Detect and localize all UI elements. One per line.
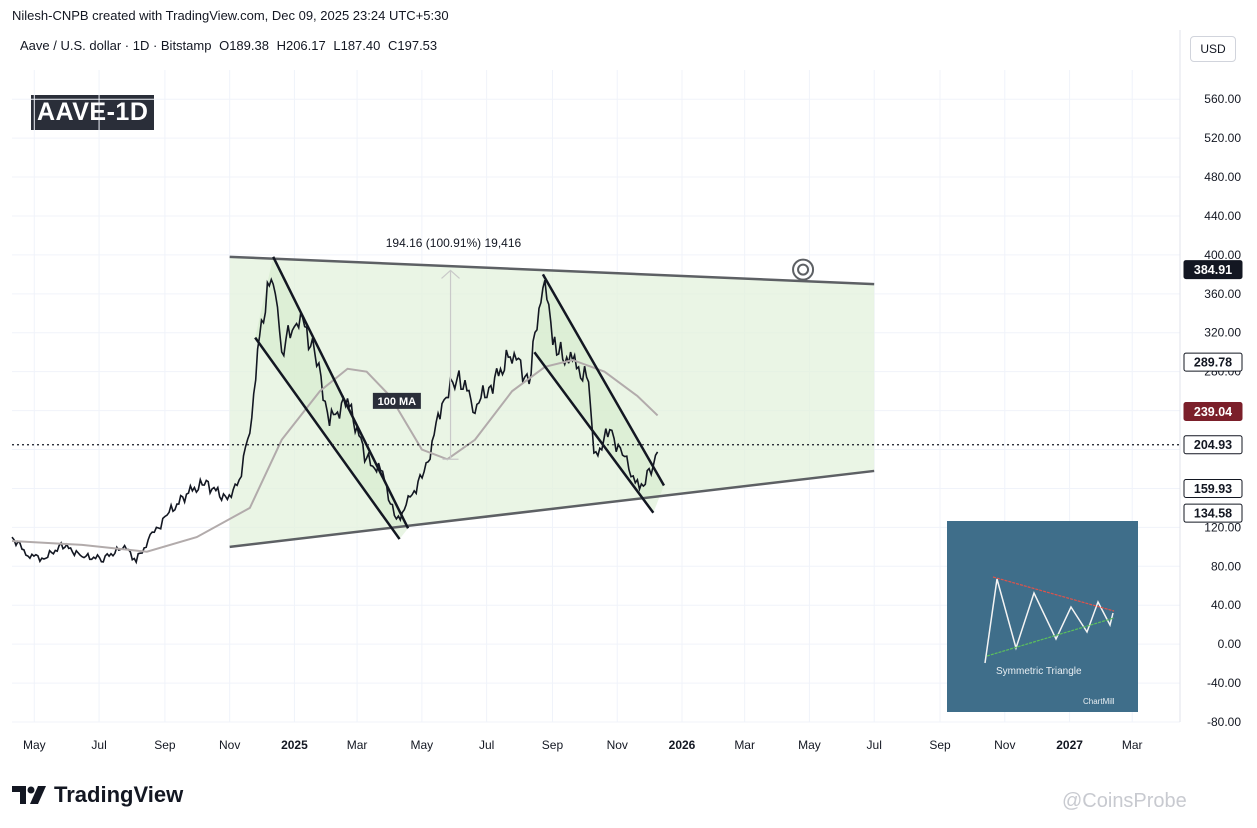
price-label-box [1183,260,1243,280]
y-tick-label: 320.00 [1204,326,1241,340]
trendline-upper-triangle [229,255,875,286]
inset-brand: ChartMill [1083,697,1115,706]
x-tick-label: Sep [542,738,564,752]
price-label: 159.93 [1194,482,1232,496]
watermark: @CoinsProbe [1062,790,1187,812]
x-tick-label: Jul [91,738,106,752]
x-tick-label: Nov [607,738,628,752]
price-label: 134.58 [1194,507,1232,521]
y-tick-label: 80.00 [1211,559,1241,573]
measure-annotation: 194.16 (100.91%) 19,416 [386,236,522,250]
tradingview-logo[interactable]: TradingView [12,782,183,808]
inset-zigzag [984,578,1114,664]
y-tick-label: -40.00 [1207,676,1241,690]
target-point-inner [797,263,810,276]
price-label: 239.04 [1194,405,1232,419]
x-tick-label: Mar [347,738,368,752]
symbol-badge: AAVE-1D [31,95,155,130]
inset-lower-line [986,617,1115,657]
x-tick-label: 2025 [281,738,308,752]
x-tick-label: May [23,738,46,752]
ohlc-close: C197.53 [387,38,438,53]
symbol-legend: Aave / U.S. dollar · 1D · Bitstamp O189.… [20,38,441,53]
y-tick-label: -80.00 [1207,715,1241,729]
price-label-box [1183,402,1243,422]
measure-arrow-head [441,269,460,279]
ohlc-open: O189.38 [219,38,269,53]
y-tick-label: 0.00 [1218,637,1242,651]
x-tick-label: May [798,738,821,752]
channel-fill [534,274,664,513]
inset-label: Symmetric Triangle [996,666,1082,677]
y-tick-label: 40.00 [1211,598,1241,612]
y-tick-label: 360.00 [1204,287,1241,301]
x-tick-label: May [411,738,434,752]
tradingview-logo-icon [12,786,46,804]
y-tick-label: 120.00 [1204,520,1241,534]
trendline-channel-1-lower [254,336,401,540]
price-label: 204.93 [1194,438,1232,452]
symmetric-triangle-inset: Symmetric Triangle ChartMill [947,521,1138,712]
ohlc-high: H206.17 [276,38,326,53]
x-tick-label: 2027 [1056,738,1083,752]
y-tick-label: 440.00 [1204,209,1241,223]
triangle-pattern-fill [229,256,875,547]
chart-caption: Nilesh-CNPB created with TradingView.com… [12,8,449,23]
tradingview-logo-text: TradingView [54,782,184,807]
x-tick-label: 2026 [669,738,696,752]
ma-label-box [372,392,421,409]
price-label-box [1183,435,1243,455]
x-tick-label: Nov [219,738,240,752]
x-tick-label: Mar [1122,738,1143,752]
x-tick-label: Jul [479,738,494,752]
trendline-channel-2-lower [533,351,655,514]
trendline-lower-triangle [229,469,875,549]
currency-button[interactable]: USD [1190,36,1236,62]
y-tick-label: 520.00 [1204,131,1241,145]
x-tick-label: Sep [154,738,176,752]
price-label: 289.78 [1194,356,1232,370]
inset-upper-line [992,576,1115,612]
ma-label-text: 100 MA [378,396,417,408]
trendline-channel-1-upper [272,256,410,529]
y-tick-label: 400.00 [1204,248,1241,262]
y-tick-label: 560.00 [1204,92,1241,106]
x-tick-label: Sep [929,738,951,752]
trendline-channel-2-upper [541,273,666,487]
price-series-line [11,277,659,565]
price-label-box [1183,503,1243,523]
price-label-box [1183,352,1243,372]
symbol-name: Aave / U.S. dollar · 1D · Bitstamp [20,38,212,53]
price-label-box [1183,479,1243,499]
x-tick-label: Nov [994,738,1015,752]
target-point-outer [792,258,815,281]
price-label: 384.91 [1194,263,1232,277]
y-tick-label: 480.00 [1204,170,1241,184]
x-tick-label: Jul [867,738,882,752]
ohlc-low: L187.40 [333,38,381,53]
x-tick-label: Mar [734,738,755,752]
